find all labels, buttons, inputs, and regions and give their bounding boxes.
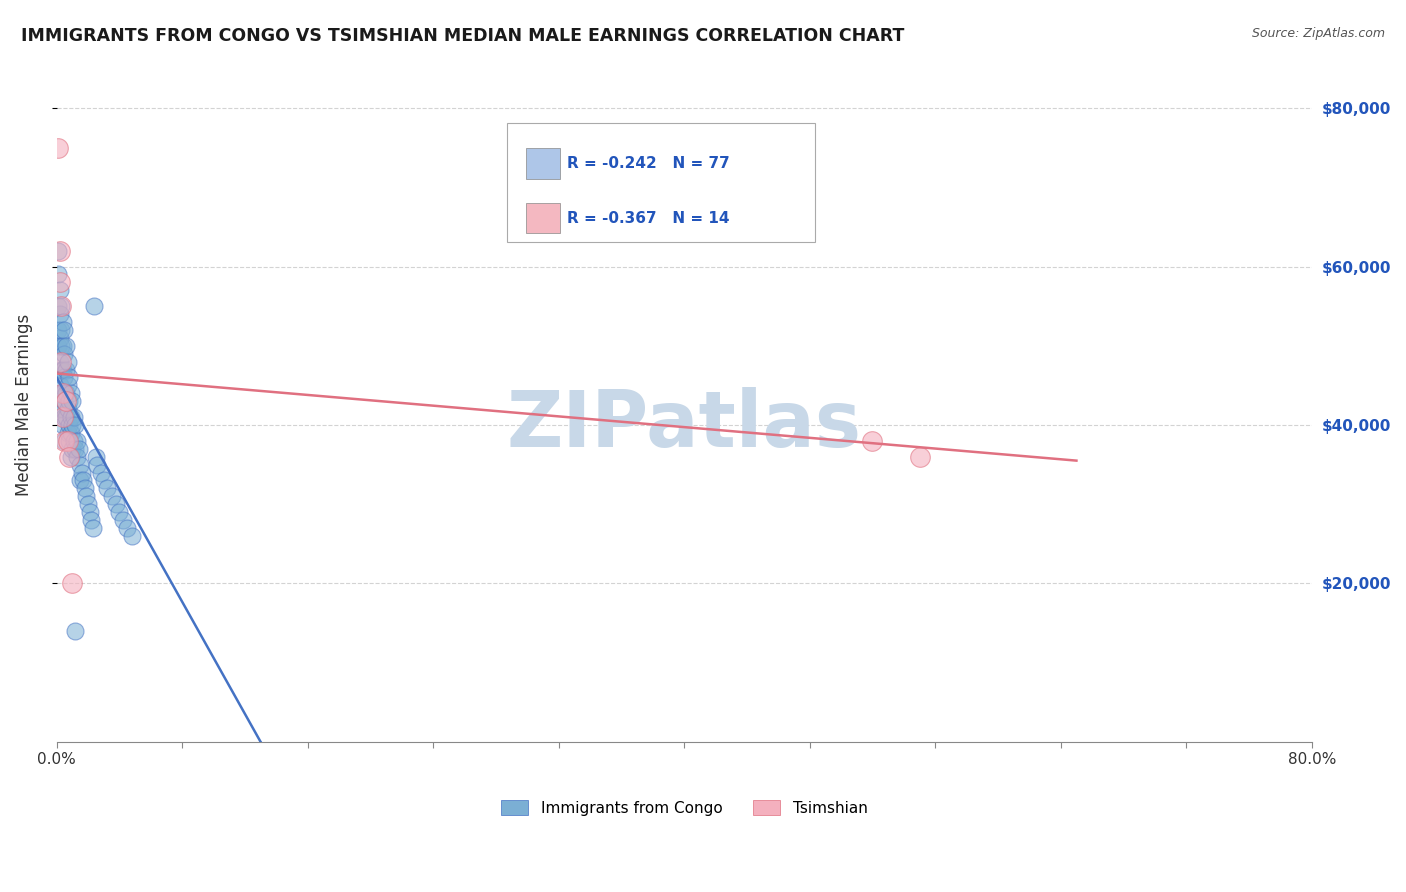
Point xyxy=(59,425,82,440)
Point xyxy=(111,513,134,527)
Point xyxy=(82,521,104,535)
Text: ZIPatlas: ZIPatlas xyxy=(506,387,862,463)
Point xyxy=(55,386,77,401)
Point xyxy=(58,370,80,384)
Point xyxy=(51,299,73,313)
Text: R = -0.242   N = 77: R = -0.242 N = 77 xyxy=(567,156,730,171)
Point xyxy=(66,450,89,464)
Point xyxy=(58,450,80,464)
Point xyxy=(60,417,83,432)
Point xyxy=(75,489,97,503)
Point xyxy=(56,425,79,440)
Point xyxy=(67,442,90,456)
Point xyxy=(121,529,143,543)
Point xyxy=(105,497,128,511)
Point xyxy=(48,283,70,297)
Legend: Immigrants from Congo, Tsimshian: Immigrants from Congo, Tsimshian xyxy=(495,794,873,822)
Point xyxy=(52,362,75,376)
Point xyxy=(55,410,77,425)
Point xyxy=(52,339,75,353)
Point xyxy=(60,394,83,409)
Point xyxy=(63,434,86,448)
Point xyxy=(46,323,69,337)
Point xyxy=(48,307,70,321)
Point xyxy=(84,450,107,464)
Point xyxy=(96,481,118,495)
Point xyxy=(48,354,70,368)
Point xyxy=(60,442,83,456)
Point xyxy=(51,354,73,368)
Y-axis label: Median Male Earnings: Median Male Earnings xyxy=(15,314,32,496)
Point xyxy=(55,362,77,376)
Point xyxy=(55,394,77,409)
Point xyxy=(70,466,93,480)
Point xyxy=(59,386,82,401)
Point xyxy=(52,315,75,329)
Point xyxy=(69,458,91,472)
Point xyxy=(86,458,108,472)
Point xyxy=(63,410,86,425)
Point xyxy=(46,244,69,258)
Point xyxy=(66,434,89,448)
Point xyxy=(48,378,70,392)
Point xyxy=(53,370,76,384)
Text: Source: ZipAtlas.com: Source: ZipAtlas.com xyxy=(1251,27,1385,40)
Point xyxy=(58,394,80,409)
Point xyxy=(56,402,79,417)
Point xyxy=(83,299,105,313)
Point xyxy=(72,474,94,488)
Point xyxy=(90,466,112,480)
Text: R = -0.367   N = 14: R = -0.367 N = 14 xyxy=(567,211,730,226)
Point xyxy=(52,410,75,425)
Point xyxy=(56,354,79,368)
Point xyxy=(52,417,75,432)
Point xyxy=(53,323,76,337)
Point xyxy=(59,450,82,464)
Point xyxy=(862,434,884,448)
Point xyxy=(46,339,69,353)
Point xyxy=(65,442,87,456)
Point xyxy=(77,497,100,511)
Point xyxy=(48,276,70,290)
Point xyxy=(51,362,73,376)
Point xyxy=(73,481,96,495)
Point xyxy=(60,576,83,591)
Point xyxy=(53,434,76,448)
Point xyxy=(53,434,76,448)
Point xyxy=(56,378,79,392)
Point xyxy=(51,386,73,401)
Point xyxy=(908,450,931,464)
Point xyxy=(53,394,76,409)
Point xyxy=(46,299,69,313)
Point xyxy=(115,521,138,535)
Point xyxy=(52,402,75,417)
Point xyxy=(53,347,76,361)
Point xyxy=(79,505,101,519)
Point xyxy=(58,434,80,448)
Point xyxy=(46,268,69,282)
Point xyxy=(46,141,69,155)
Point xyxy=(93,474,115,488)
Text: IMMIGRANTS FROM CONGO VS TSIMSHIAN MEDIAN MALE EARNINGS CORRELATION CHART: IMMIGRANTS FROM CONGO VS TSIMSHIAN MEDIA… xyxy=(21,27,904,45)
Point xyxy=(51,339,73,353)
Point xyxy=(65,417,87,432)
Point xyxy=(80,513,103,527)
Point xyxy=(55,339,77,353)
Point xyxy=(65,624,87,638)
Point xyxy=(51,323,73,337)
Point xyxy=(108,505,131,519)
Point xyxy=(59,410,82,425)
Point xyxy=(51,402,73,417)
Point xyxy=(51,299,73,313)
Point xyxy=(53,410,76,425)
Point xyxy=(52,386,75,401)
Point xyxy=(56,434,79,448)
Point xyxy=(58,417,80,432)
Point xyxy=(48,331,70,345)
Point xyxy=(52,386,75,401)
Point xyxy=(100,489,122,503)
Point xyxy=(69,474,91,488)
Point xyxy=(48,244,70,258)
